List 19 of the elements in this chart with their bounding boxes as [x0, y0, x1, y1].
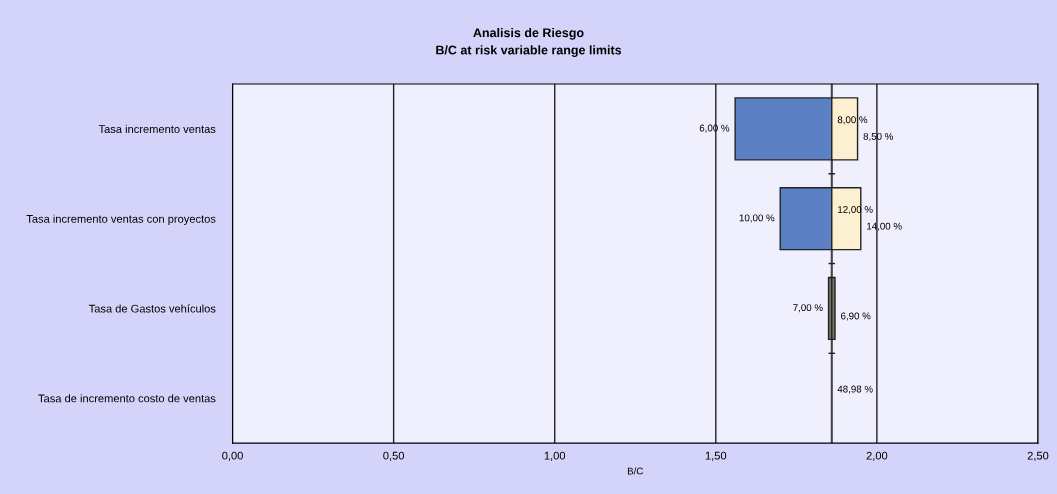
y-tick-label: Tasa de incremento costo de ventas [38, 394, 216, 403]
y-tick-label: Tasa incremento ventas con proyectos [26, 214, 216, 225]
annotation: 48,98 % [837, 385, 873, 394]
x-tick-label: 2,00 [866, 451, 888, 461]
annotation: 7,00 % [793, 304, 823, 313]
y-tick-label: Tasa incremento ventas [98, 124, 216, 134]
x-tick-label: 1,00 [544, 451, 566, 461]
chart-subtitle: B/C at risk variable range limits [436, 45, 622, 57]
x-tick-label: 0,00 [222, 451, 243, 461]
chart-title: Analisis de Riesgo [473, 27, 584, 40]
y-tick-label: Tasa de Gastos vehículos [88, 304, 216, 313]
x-axis-title: B/C [627, 467, 643, 475]
x-tick-label: 2,50 [1027, 451, 1049, 461]
bar [831, 276, 836, 341]
annotation: 8,00 % [837, 116, 868, 125]
annotation: 10,00 % [739, 214, 775, 223]
annotation: 6,90 % [841, 312, 871, 321]
x-tick-label: 0,50 [383, 451, 405, 461]
x-tick-label: 1,50 [705, 451, 727, 461]
